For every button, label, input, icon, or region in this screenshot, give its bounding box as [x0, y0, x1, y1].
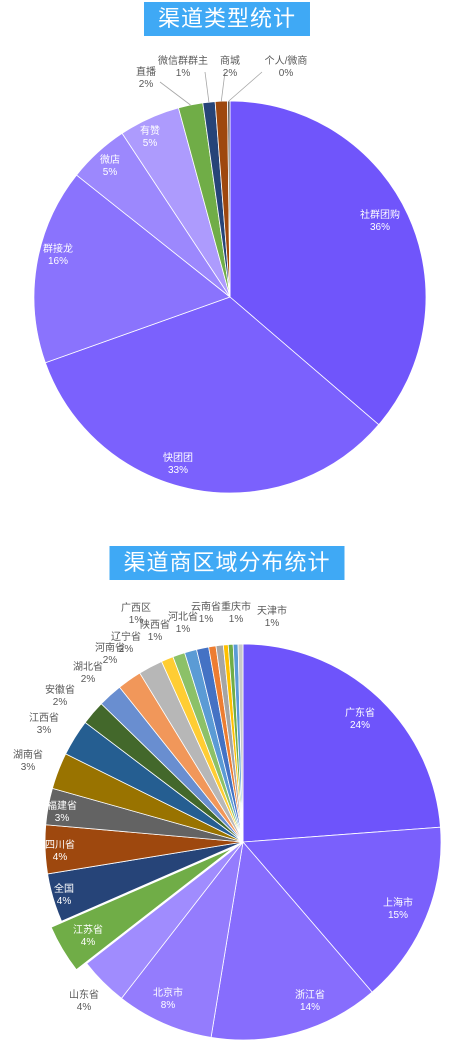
slice-percent-11: 2%	[53, 697, 68, 708]
slice-label-16: 陕西省	[140, 618, 170, 631]
slice-percent-5: 4%	[81, 937, 96, 948]
slice-label-13: 河南省	[95, 641, 125, 654]
pie-slice-2	[210, 841, 373, 1041]
leader-line-7	[220, 71, 226, 102]
pie-slice-0	[242, 643, 441, 843]
slice-percent-15: 1%	[129, 615, 144, 626]
slice-label-12: 湖北省	[73, 660, 103, 673]
slice-label-6: 全国	[54, 882, 74, 895]
slice-percent-10: 3%	[37, 725, 52, 736]
pie-slice-1	[44, 296, 380, 494]
slice-percent-7: 4%	[53, 852, 68, 863]
slice-label-7: 商城	[220, 54, 240, 67]
slice-percent-9: 3%	[21, 762, 36, 773]
leader-line-6	[204, 71, 210, 103]
slice-label-10: 江西省	[29, 711, 59, 724]
pie-slice-5	[50, 847, 233, 971]
pie-slice-3	[120, 841, 244, 1038]
slice-percent-1: 33%	[168, 465, 188, 476]
slice-label-9: 湖南省	[13, 748, 43, 761]
pie-slice-0	[229, 100, 427, 426]
slice-label-5: 直播	[136, 65, 156, 78]
slice-percent-3: 5%	[103, 167, 118, 178]
slice-percent-0: 24%	[350, 720, 370, 731]
slice-label-1: 快团团	[163, 452, 193, 464]
slice-label-20: 天津市	[257, 604, 287, 617]
slice-percent-14: 2%	[119, 644, 134, 655]
slice-label-3: 微店	[100, 153, 120, 166]
slice-label-3: 北京市	[153, 986, 183, 999]
chart-title-region: 渠道商区域分布统计	[109, 546, 345, 580]
pie-slice-2	[33, 174, 231, 364]
slice-label-5: 江苏省	[73, 923, 103, 936]
slice-percent-18: 1%	[199, 614, 214, 625]
slice-label-2: 群接龙	[43, 242, 73, 255]
slice-percent-8: 0%	[279, 68, 294, 79]
slice-percent-13: 2%	[103, 655, 118, 666]
slice-percent-4: 4%	[77, 1002, 92, 1013]
slice-label-19: 重庆市	[221, 600, 251, 613]
slice-percent-3: 8%	[161, 1000, 176, 1011]
slice-label-7: 四川省	[45, 838, 75, 851]
slice-label-4: 山东省	[69, 988, 99, 1001]
leader-line-8	[228, 71, 263, 102]
slice-label-14: 辽宁省	[111, 630, 141, 643]
slice-label-17: 河北省	[168, 610, 198, 623]
slice-label-4: 有赞	[140, 124, 160, 137]
slice-percent-0: 36%	[370, 222, 390, 233]
slice-label-11: 安徽省	[45, 683, 75, 696]
pie-slice-1	[242, 826, 442, 993]
slice-percent-8: 3%	[55, 813, 70, 824]
leader-line-5	[159, 81, 191, 106]
slice-percent-1: 15%	[388, 910, 408, 921]
slice-percent-6: 1%	[176, 68, 191, 79]
pie-slice-24	[237, 643, 244, 843]
slice-label-8: 个人/微商	[265, 54, 308, 67]
slice-percent-5: 2%	[139, 79, 154, 90]
slice-label-8: 福建省	[47, 799, 77, 812]
slice-percent-7: 2%	[223, 68, 238, 79]
slice-percent-6: 4%	[57, 896, 72, 907]
slice-percent-12: 2%	[81, 674, 96, 685]
slice-label-1: 上海市	[383, 896, 413, 909]
chart-title-channel-type: 渠道类型统计	[143, 2, 311, 36]
slice-percent-17: 1%	[176, 624, 191, 635]
slice-label-18: 云南省	[191, 600, 221, 613]
slice-percent-19: 1%	[229, 614, 244, 625]
slice-percent-2: 14%	[300, 1002, 320, 1013]
slice-percent-16: 1%	[148, 632, 163, 643]
slice-percent-2: 16%	[48, 256, 68, 267]
slice-label-15: 广西区	[121, 602, 151, 614]
slice-label-2: 浙江省	[295, 988, 325, 1001]
channel-type-pie-chart: 社群团购36%快团团33%群接龙16%微店5%有赞5%直播2%微信群群主1%商城…	[33, 54, 427, 494]
slice-label-0: 广东省	[345, 706, 375, 719]
slice-label-0: 社群团购	[360, 208, 400, 221]
slice-label-6: 微信群群主	[158, 54, 208, 67]
slice-percent-4: 5%	[143, 138, 158, 149]
slice-percent-20: 1%	[265, 618, 280, 629]
pie-slice-4	[86, 841, 244, 999]
pie-slice-8	[227, 100, 231, 298]
